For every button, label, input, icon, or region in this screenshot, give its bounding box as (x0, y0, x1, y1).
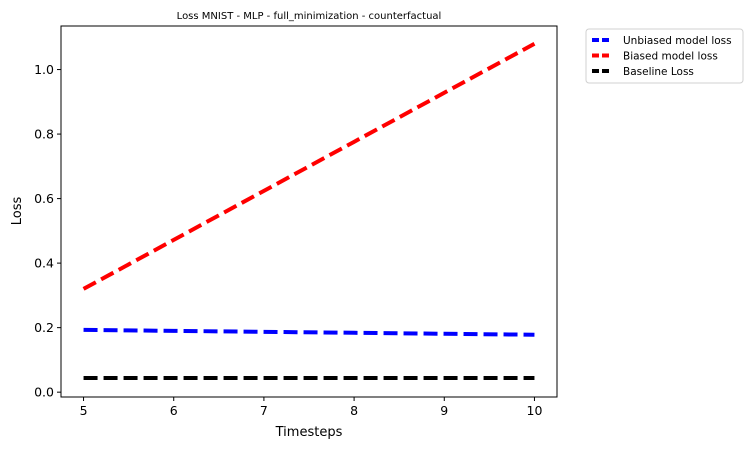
plot-frame (60, 25, 558, 398)
series-line-1 (82, 41, 536, 291)
legend-label-0: Unbiased model loss (623, 35, 732, 47)
x-tick-label: 8 (350, 403, 358, 418)
x-tick-label: 10 (527, 403, 543, 418)
legend-box (585, 28, 744, 84)
x-tick-label: 5 (80, 403, 88, 418)
y-axis: 0.0 0.2 0.4 0.6 0.8 1.0 (34, 62, 61, 400)
y-tick-label: 0.0 (34, 385, 54, 400)
y-tick-label: 0.2 (34, 320, 54, 335)
x-tick-label: 7 (260, 403, 268, 418)
legend-label-2: Baseline Loss (623, 66, 694, 78)
x-axis: 5 6 7 8 9 10 (80, 397, 543, 418)
x-tick-label: 6 (170, 403, 178, 418)
chart-title: Loss MNIST - MLP - full_minimization - c… (177, 11, 442, 22)
y-tick-label: 0.8 (34, 127, 54, 142)
y-tick-label: 1.0 (34, 62, 54, 77)
y-tick-label: 0.6 (34, 191, 54, 206)
y-axis-label: Loss (10, 197, 25, 226)
series-line-0 (83, 327, 535, 337)
y-tick-label: 0.4 (34, 256, 54, 271)
x-axis-label: Timesteps (275, 425, 343, 440)
legend-label-1: Biased model loss (623, 51, 718, 63)
plot-area (82, 41, 536, 380)
legend: Unbiased model loss Biased model loss Base… (585, 28, 744, 84)
x-tick-label: 9 (440, 403, 448, 418)
